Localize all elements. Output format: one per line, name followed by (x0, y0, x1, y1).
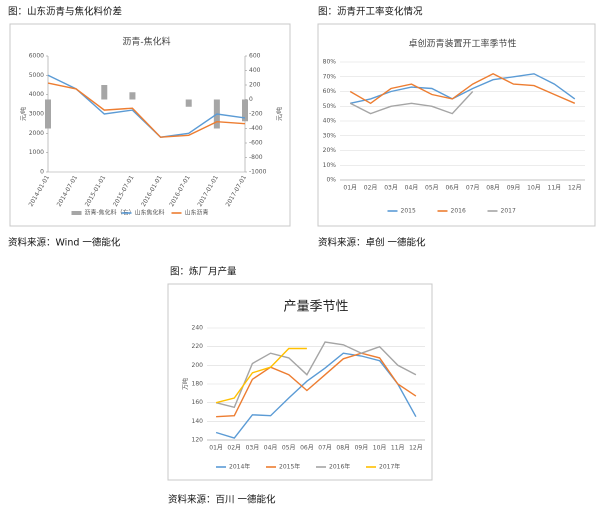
series-line (216, 352, 417, 418)
y2-tick-label: -800 (249, 154, 263, 161)
x-tick-label: 08月 (336, 445, 350, 452)
legend-label: 2014年 (229, 463, 250, 471)
x-tick-label: 12月 (409, 445, 423, 452)
y-tick-label: 50% (323, 103, 337, 110)
x-tick-label: 05月 (425, 185, 439, 192)
series-line (349, 73, 576, 105)
chart-title: 卓创沥青装置开工率季节性 (408, 38, 516, 50)
y-tick-label: 40% (323, 118, 337, 125)
bar (185, 99, 192, 107)
y-tick-label: 220 (192, 343, 204, 350)
chart-title: 产量季节性 (283, 300, 348, 315)
x-tick-label: 04月 (264, 445, 278, 452)
x-tick-label: 11月 (548, 185, 562, 192)
bar (101, 85, 108, 100)
bar (242, 99, 248, 122)
y-tick-label: 70% (323, 73, 337, 80)
y-tick-label: 1000 (29, 149, 44, 156)
y2-tick-label: 400 (249, 67, 261, 74)
x-tick-label: 09月 (355, 445, 369, 452)
y-tick-label: 6000 (29, 53, 44, 60)
series-line (215, 352, 417, 439)
y-tick-label: 4000 (29, 91, 44, 98)
bar (129, 92, 136, 100)
x-tick-label: 05月 (282, 445, 296, 452)
series-line (350, 73, 576, 104)
x-tick-label: 09月 (507, 185, 521, 192)
y-tick-label: 160 (192, 399, 204, 406)
y-tick-label: 200 (192, 362, 204, 369)
y-tick-label: 60% (323, 88, 337, 95)
bar (45, 99, 51, 129)
y2-tick-label: -400 (249, 125, 263, 132)
x-tick-label: 12月 (568, 185, 582, 192)
series-line (215, 347, 307, 404)
y-tick-label: 3000 (29, 111, 44, 118)
y-tick-label: 240 (192, 325, 204, 332)
series-line (215, 341, 417, 409)
x-tick-label: 06月 (300, 445, 314, 452)
x-tick-label: 03月 (246, 445, 260, 452)
y-tick-label: 5000 (29, 72, 44, 79)
x-tick-label: 04月 (405, 185, 419, 192)
source: 资料来源：Wind 一德能化 (8, 237, 121, 249)
x-tick-label: 07月 (318, 445, 332, 452)
legend-label: 2015年 (279, 463, 300, 471)
legend-label: 沥青-焦化料（右） (85, 209, 135, 217)
chart-frame (317, 23, 596, 227)
y-tick-label: 80% (323, 59, 337, 66)
y-tick-label: 0% (326, 177, 336, 184)
caption: 图：炼厂月产量 (170, 266, 237, 278)
x-tick-label: 02月 (227, 445, 241, 452)
y2-tick-label: -1000 (249, 169, 267, 176)
x-tick-label: 02月 (364, 185, 378, 192)
caption: 图：沥青开工率变化情况 (318, 6, 423, 18)
y2-tick-label: -200 (249, 111, 263, 118)
y2-tick-label: 600 (249, 53, 261, 60)
y2-tick-label: 200 (249, 82, 261, 89)
x-tick-label: 03月 (384, 185, 398, 192)
y2-tick-label: 0 (249, 96, 253, 103)
legend-label: 2017年 (379, 463, 400, 471)
source: 资料来源：百川 一德能化 (168, 494, 276, 506)
y2-axis-label: 元/吨 (276, 107, 284, 121)
legend-label: 山东沥青 (185, 209, 209, 217)
x-tick-label: 01月 (343, 185, 357, 192)
y-tick-label: 2000 (29, 130, 44, 137)
x-tick-label: 08月 (486, 185, 500, 192)
y2-tick-label: -600 (249, 140, 263, 147)
series-line (47, 82, 246, 138)
y-tick-label: 120 (192, 437, 204, 444)
legend-label: 2016 (451, 208, 466, 215)
y-axis-label: 元/吨 (20, 107, 28, 121)
legend-label: 山东焦化料 (135, 209, 165, 217)
legend-swatch (71, 211, 82, 215)
x-tick-label: 10月 (527, 185, 541, 192)
x-tick-label: 11月 (391, 445, 405, 452)
y-tick-label: 140 (192, 418, 204, 425)
legend-label: 2017 (501, 208, 516, 215)
y-axis-label: 万吨 (182, 378, 190, 390)
series-line (349, 91, 474, 115)
y-tick-label: 180 (192, 381, 204, 388)
chart-frame (9, 23, 291, 227)
x-tick-label: 01月 (209, 445, 223, 452)
x-tick-label: 06月 (445, 185, 459, 192)
y-tick-label: 0 (40, 169, 44, 176)
chart-frame (167, 283, 433, 481)
caption: 图：山东沥青与焦化料价差 (8, 6, 122, 18)
chart-title: 沥青-焦化料 (122, 36, 170, 48)
legend-label: 2016年 (329, 463, 350, 471)
source: 资料来源：卓创 一德能化 (318, 237, 426, 249)
y-tick-label: 20% (323, 147, 337, 154)
legend-label: 2015 (401, 208, 416, 215)
y-tick-label: 10% (323, 162, 337, 169)
x-tick-label: 10月 (373, 445, 387, 452)
x-tick-label: 07月 (466, 185, 480, 192)
y-tick-label: 30% (323, 132, 337, 139)
